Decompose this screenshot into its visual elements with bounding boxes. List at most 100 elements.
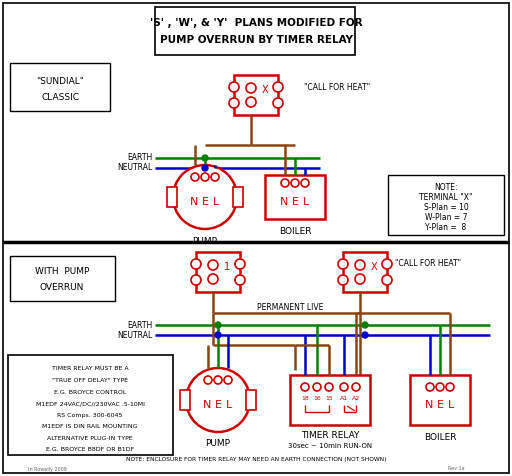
Text: PUMP: PUMP [205, 439, 230, 448]
Circle shape [208, 274, 218, 284]
Bar [180, 390, 190, 410]
Text: TERMINAL "X": TERMINAL "X" [419, 194, 473, 202]
Bar [246, 390, 256, 410]
Bar [233, 187, 243, 207]
Circle shape [281, 179, 289, 187]
Circle shape [352, 383, 360, 391]
Circle shape [355, 274, 365, 284]
Bar [265, 175, 325, 219]
Bar [8, 355, 173, 455]
Circle shape [338, 275, 348, 285]
Circle shape [235, 259, 245, 269]
Text: NEUTRAL: NEUTRAL [117, 330, 152, 339]
Circle shape [224, 376, 232, 384]
Circle shape [191, 259, 201, 269]
Circle shape [338, 259, 348, 269]
Text: E: E [215, 400, 222, 410]
Circle shape [273, 98, 283, 108]
Text: 30sec ~ 10min RUN-ON: 30sec ~ 10min RUN-ON [288, 443, 372, 449]
Circle shape [246, 97, 256, 107]
Text: A2: A2 [352, 396, 360, 400]
Text: 'S' , 'W', & 'Y'  PLANS MODIFIED FOR: 'S' , 'W', & 'Y' PLANS MODIFIED FOR [150, 18, 362, 28]
Text: S-Plan = 10: S-Plan = 10 [423, 204, 468, 212]
Circle shape [202, 155, 208, 161]
Text: "CALL FOR HEAT": "CALL FOR HEAT" [395, 259, 461, 268]
Circle shape [229, 82, 239, 92]
Bar [290, 375, 370, 425]
Bar [410, 375, 470, 425]
Text: EARTH: EARTH [127, 320, 152, 329]
Text: 15: 15 [325, 396, 333, 400]
Text: L: L [303, 197, 309, 207]
Circle shape [436, 383, 444, 391]
Circle shape [313, 383, 321, 391]
Bar [196, 252, 240, 292]
Text: TIMER RELAY MUST BE A: TIMER RELAY MUST BE A [52, 367, 129, 371]
Text: L: L [226, 400, 232, 410]
Circle shape [215, 332, 221, 338]
Circle shape [426, 383, 434, 391]
Circle shape [215, 322, 221, 328]
Circle shape [246, 83, 256, 93]
Text: WITH  PUMP: WITH PUMP [35, 267, 89, 276]
Circle shape [362, 332, 368, 338]
Text: EARTH: EARTH [127, 153, 152, 162]
Circle shape [301, 179, 309, 187]
Text: OVERRUN: OVERRUN [40, 282, 84, 291]
Circle shape [362, 322, 368, 328]
Text: NOTE:: NOTE: [434, 184, 458, 192]
Circle shape [186, 368, 250, 432]
Text: Rev 1a: Rev 1a [449, 466, 465, 472]
Circle shape [446, 383, 454, 391]
Circle shape [291, 179, 299, 187]
Text: "CALL FOR HEAT": "CALL FOR HEAT" [304, 82, 370, 91]
Circle shape [325, 383, 333, 391]
Circle shape [273, 82, 283, 92]
Bar [388, 175, 504, 235]
Text: X: X [371, 262, 377, 272]
Text: NOTE: ENCLOSURE FOR TIMER RELAY MAY NEED AN EARTH CONNECTION (NOT SHOWN): NOTE: ENCLOSURE FOR TIMER RELAY MAY NEED… [126, 457, 386, 463]
Text: BOILER: BOILER [279, 228, 311, 237]
Circle shape [382, 275, 392, 285]
Text: 18: 18 [301, 396, 309, 400]
Circle shape [173, 165, 237, 229]
Text: M1EDF IS DIN RAIL MOUNTING: M1EDF IS DIN RAIL MOUNTING [42, 424, 138, 429]
Text: PUMP: PUMP [193, 238, 218, 247]
Text: N: N [190, 197, 198, 207]
Circle shape [355, 260, 365, 270]
Circle shape [208, 260, 218, 270]
Circle shape [191, 173, 199, 181]
Bar [167, 187, 177, 207]
Text: TIMER RELAY: TIMER RELAY [301, 430, 359, 439]
Text: CLASSIC: CLASSIC [41, 92, 79, 101]
Text: "TRUE OFF DELAY" TYPE: "TRUE OFF DELAY" TYPE [52, 378, 128, 383]
Circle shape [211, 173, 219, 181]
Text: NEUTRAL: NEUTRAL [117, 163, 152, 172]
Bar [343, 252, 387, 292]
Circle shape [214, 376, 222, 384]
Text: E.G. BROYCE B8DF OR B1DF: E.G. BROYCE B8DF OR B1DF [46, 447, 134, 452]
Circle shape [229, 98, 239, 108]
Text: "SUNDIAL": "SUNDIAL" [36, 78, 84, 87]
Text: L: L [448, 400, 454, 410]
Text: BOILER: BOILER [424, 434, 456, 443]
Text: N: N [280, 197, 288, 207]
Bar [234, 75, 278, 115]
Circle shape [382, 259, 392, 269]
Circle shape [201, 173, 209, 181]
Text: RS Comps. 300-6045: RS Comps. 300-6045 [57, 413, 123, 417]
Text: Y-Plan =  8: Y-Plan = 8 [425, 224, 466, 232]
Text: E: E [437, 400, 443, 410]
Bar [155, 7, 355, 55]
Circle shape [202, 165, 208, 171]
Text: 1: 1 [224, 262, 230, 272]
Text: N: N [203, 400, 211, 410]
Bar [10, 63, 110, 111]
Text: PUMP OVERRUN BY TIMER RELAY: PUMP OVERRUN BY TIMER RELAY [160, 35, 352, 45]
Circle shape [204, 376, 212, 384]
Text: In Rowelly 2009: In Rowelly 2009 [28, 466, 67, 472]
Text: 16: 16 [313, 396, 321, 400]
Circle shape [235, 275, 245, 285]
Bar [10, 256, 115, 301]
Text: E: E [291, 197, 298, 207]
